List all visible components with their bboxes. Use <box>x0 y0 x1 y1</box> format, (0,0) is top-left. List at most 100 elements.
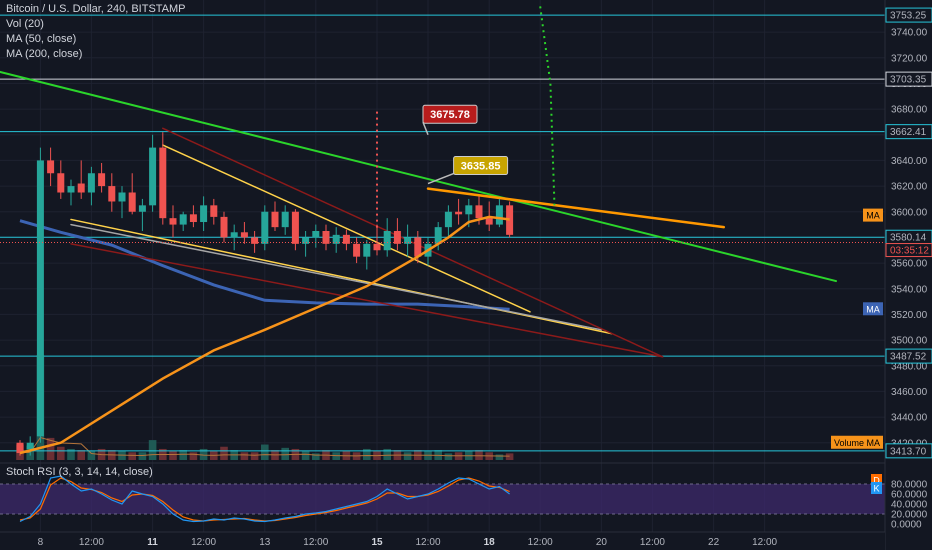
axis-tag-label: MA <box>866 304 880 314</box>
candle <box>98 162 106 193</box>
volume-bar <box>403 452 412 460</box>
volume-bar <box>332 452 340 460</box>
candle-body <box>210 205 218 217</box>
volume-bar <box>57 446 65 460</box>
candle <box>434 222 442 251</box>
time-tick-label: 22 <box>708 537 720 548</box>
level-tag-box <box>885 443 932 459</box>
time-tick-label: 12:00 <box>528 537 553 548</box>
candle-body <box>312 231 320 238</box>
candle-body <box>36 160 44 437</box>
level-tag-label: 3703.35 <box>890 75 927 86</box>
candle-body <box>149 147 157 206</box>
volume-bar <box>475 450 483 460</box>
candle-body <box>393 231 401 244</box>
price-tick-label: 3680.00 <box>891 105 928 116</box>
ma-tag-blue: MA <box>863 302 883 316</box>
price-tick-label: 3620.00 <box>891 182 928 193</box>
ma-tag-orange: MA <box>863 208 883 222</box>
time-tick-label: 15 <box>371 537 383 548</box>
candle <box>108 173 116 212</box>
candle-body <box>404 237 412 244</box>
price-tick-label: 3640.00 <box>891 156 928 167</box>
candle-body <box>87 173 95 193</box>
callout-label: 3635.85 <box>461 161 501 173</box>
volume-bar <box>77 450 85 460</box>
price-tick-label: 3460.00 <box>891 387 928 398</box>
darkred-upper <box>162 127 664 358</box>
candle-body <box>383 231 391 251</box>
price-tick-label: 3500.00 <box>891 336 928 347</box>
candle-body <box>434 227 442 244</box>
candle <box>67 179 75 206</box>
volume-bar <box>189 452 198 460</box>
time-tick-label: 13 <box>259 537 271 548</box>
level-tag-box <box>885 124 932 140</box>
candle-body <box>77 183 85 193</box>
price-tick-label: 3740.00 <box>891 28 928 39</box>
level-price-tag: 3580.14 <box>885 229 932 245</box>
candle-body <box>322 231 330 244</box>
candle-body <box>332 234 340 244</box>
yellow-upper <box>162 144 531 313</box>
legend-vol[interactable]: Vol (20) <box>6 18 44 30</box>
candle-body <box>220 216 228 238</box>
trend-drawings <box>0 70 837 358</box>
rsi-tick-label: 80.0000 <box>891 480 928 491</box>
level-price-tag: 3487.52 <box>885 348 932 364</box>
candle <box>47 147 55 187</box>
rsi-tag-k: K <box>871 482 882 494</box>
legend-stoch-rsi[interactable]: Stoch RSI (3, 3, 14, 14, close) <box>6 466 153 478</box>
candle <box>363 239 371 270</box>
candle <box>210 198 218 225</box>
time-tick-label: 18 <box>484 537 496 548</box>
callout-3635: 3635.85 <box>427 156 509 185</box>
candle <box>220 211 228 243</box>
time-tick-label: 12:00 <box>303 537 328 548</box>
candles <box>16 132 514 456</box>
candle-body <box>342 234 350 244</box>
candle <box>312 224 320 248</box>
axis-tag-label: Volume MA <box>834 438 880 448</box>
volume-bar <box>46 437 55 460</box>
countdown-box <box>885 243 932 258</box>
volume-bar <box>261 444 269 460</box>
volume-bar <box>179 450 187 460</box>
candle <box>189 205 197 228</box>
green-dotted <box>539 6 556 206</box>
candle-body <box>302 237 310 244</box>
level-price-tag: 3662.41 <box>885 124 932 140</box>
volume-ma-line <box>19 436 510 457</box>
volume-bar <box>138 452 147 460</box>
candle <box>291 209 299 251</box>
candle-body <box>57 173 65 193</box>
candle-body <box>98 173 106 187</box>
legend-ma50[interactable]: MA (50, close) <box>6 33 77 45</box>
candle-body <box>118 192 126 202</box>
candle <box>87 166 95 206</box>
price-tick-label: 3540.00 <box>891 284 928 295</box>
volume-bar <box>87 451 96 460</box>
candle <box>261 205 269 251</box>
candle-body <box>26 442 34 450</box>
rsi-tick-label: 60.0000 <box>891 490 928 501</box>
volume-ma-tag: Volume MA <box>831 435 883 449</box>
green-trendline <box>0 70 837 283</box>
candle-body <box>47 160 55 174</box>
volume-bar <box>281 447 289 460</box>
candle-body <box>200 205 208 223</box>
candle-body <box>169 218 177 225</box>
price-axis: 3420.003440.003460.003480.003500.003520.… <box>884 0 932 550</box>
level-price-tag: 3753.25 <box>885 7 932 23</box>
axis-tag-box <box>831 435 883 449</box>
volume-bar <box>312 453 320 460</box>
volume-bar <box>199 448 208 460</box>
candle-body <box>444 211 452 228</box>
candle <box>281 205 289 235</box>
candle <box>455 198 463 225</box>
legend-ma200[interactable]: MA (200, close) <box>6 48 83 60</box>
volume-bar <box>383 448 391 460</box>
callout-pointer <box>422 121 429 136</box>
price-tick-label: 3720.00 <box>891 53 928 64</box>
